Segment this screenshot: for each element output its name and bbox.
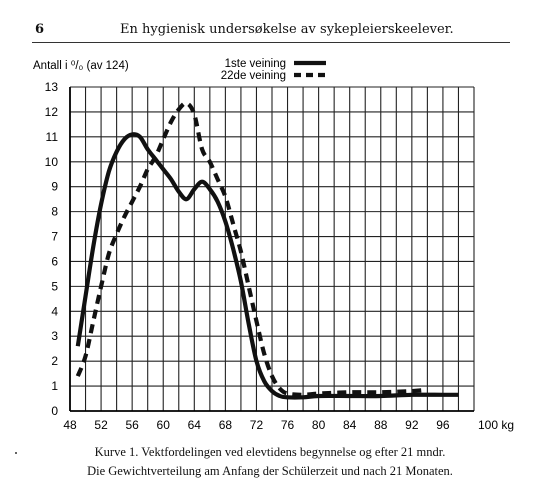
chart-axes bbox=[69, 87, 474, 412]
y-tick-label-2: 2 bbox=[51, 354, 58, 368]
x-tick-label-96: 96 bbox=[436, 418, 450, 432]
y-tick-label-10: 10 bbox=[45, 155, 59, 169]
y-tick-label-11: 11 bbox=[46, 130, 59, 144]
x-tick-label-80: 80 bbox=[312, 418, 326, 432]
y-tick-label-1: 1 bbox=[51, 379, 58, 393]
x-tick-label-84: 84 bbox=[343, 418, 357, 432]
legend-label-1: 1ste veining bbox=[225, 58, 286, 70]
x-tick-label-92: 92 bbox=[405, 418, 419, 432]
x-axis-unit-label: 100 kg bbox=[478, 418, 514, 432]
x-tick-label-56: 56 bbox=[125, 418, 139, 432]
y-tick-label-6: 6 bbox=[51, 254, 58, 268]
caption-norwegian: Kurve 1. Vektfordelingen ved elevtidens … bbox=[94, 445, 446, 459]
print-speck bbox=[15, 452, 17, 454]
y-tick-label-9: 9 bbox=[51, 180, 58, 194]
y-axis-label: Antall i ⁰/₀ (av 124) bbox=[33, 60, 129, 72]
x-tick-label-68: 68 bbox=[219, 418, 233, 432]
x-tick-label-48: 48 bbox=[63, 418, 77, 432]
chart-series bbox=[75, 101, 459, 400]
series-line-2 bbox=[75, 101, 428, 397]
series-line-1 bbox=[75, 132, 459, 400]
y-tick-label-8: 8 bbox=[51, 205, 58, 219]
y-tick-label-0: 0 bbox=[51, 404, 58, 418]
y-tick-label-3: 3 bbox=[51, 329, 58, 343]
y-tick-label-7: 7 bbox=[51, 230, 58, 244]
page-number: 6 bbox=[35, 22, 45, 37]
x-tick-label-88: 88 bbox=[374, 418, 388, 432]
caption-german: Die Gewichtverteilung am Anfang der Schü… bbox=[87, 464, 453, 478]
y-tick-label-4: 4 bbox=[51, 304, 58, 318]
y-tick-label-5: 5 bbox=[51, 279, 58, 293]
legend-label-2: 22de veining bbox=[221, 70, 286, 82]
y-tick-label-12: 12 bbox=[45, 105, 59, 119]
header-rule bbox=[32, 42, 510, 43]
x-tick-label-72: 72 bbox=[250, 418, 264, 432]
running-title: En hygienisk undersøkelse av sykepleiers… bbox=[120, 22, 454, 37]
y-tick-label-13: 13 bbox=[45, 80, 59, 94]
x-tick-label-52: 52 bbox=[94, 418, 108, 432]
x-tick-label-60: 60 bbox=[157, 418, 171, 432]
x-tick-label-76: 76 bbox=[281, 418, 295, 432]
x-tick-label-64: 64 bbox=[188, 418, 202, 432]
